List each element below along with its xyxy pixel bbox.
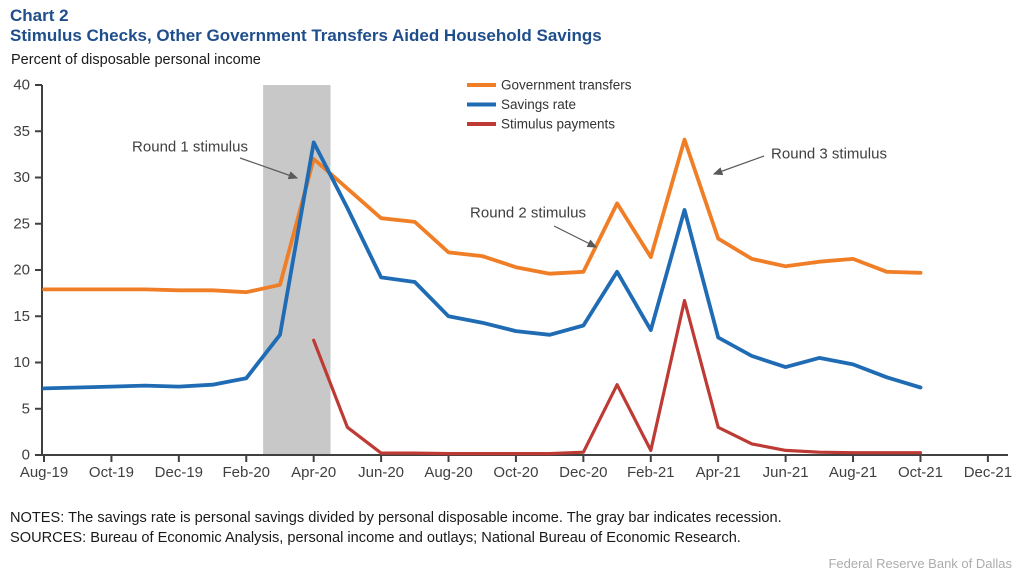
x-tick-label: Feb-21 (627, 464, 675, 481)
y-tick-label: 35 (13, 123, 30, 140)
sources-text: SOURCES: Bureau of Economic Analysis, pe… (10, 530, 741, 546)
x-tick-label: Oct-19 (89, 464, 134, 481)
annotation-label: Round 3 stimulus (771, 146, 887, 163)
x-tick-label: Aug-20 (424, 464, 472, 481)
x-tick-label: Aug-19 (20, 464, 68, 481)
x-tick-label: Jun-20 (358, 464, 404, 481)
x-tick-label: Oct-20 (493, 464, 538, 481)
y-tick-label: 25 (13, 215, 30, 232)
annotation-arrow (239, 157, 299, 180)
footer-credit: Federal Reserve Bank of Dallas (828, 556, 1012, 571)
chart-number-label: Chart 2 (10, 6, 69, 25)
y-tick-label: 40 (13, 77, 30, 94)
y-axis-unit-label: Percent of disposable personal income (11, 52, 261, 68)
page-title: Stimulus Checks, Other Government Transf… (10, 26, 602, 45)
series-line-savings-rate (42, 140, 923, 391)
x-tick-label: Aug-21 (829, 464, 877, 481)
y-tick-label: 15 (13, 308, 30, 325)
x-tick-label: Feb-20 (222, 464, 270, 481)
x-tick-label: Dec-19 (155, 464, 203, 481)
y-tick-label: 30 (13, 169, 30, 186)
legend-label: Government transfers (501, 78, 632, 93)
x-tick-label: Apr-21 (696, 464, 741, 481)
y-tick-label: 0 (22, 447, 30, 464)
annotation-label: Round 2 stimulus (470, 205, 586, 222)
x-tick-label: Apr-20 (291, 464, 336, 481)
annotation-arrow (553, 225, 598, 248)
y-tick-label: 20 (13, 262, 30, 279)
legend-label: Savings rate (501, 97, 576, 112)
series-line-stimulus-payments (312, 298, 923, 456)
x-tick-label: Dec-20 (559, 464, 607, 481)
legend-label: Stimulus payments (501, 117, 615, 132)
annotation-label: Round 1 stimulus (132, 139, 248, 156)
y-tick-label: 5 (22, 400, 30, 417)
annotation-arrow (712, 155, 765, 176)
x-tick-label: Jun-21 (763, 464, 809, 481)
line-chart: 0 5 10 15 20 25 30 35 40 Aug-19 Oct-19 Dec-19 Feb-20… (13, 77, 1012, 482)
notes-text: NOTES: The savings rate is personal savi… (10, 510, 782, 526)
series-line-government-transfers (42, 137, 923, 295)
x-tick-label: Dec-21 (964, 464, 1012, 481)
x-tick-label: Oct-21 (898, 464, 943, 481)
recession-band (263, 85, 331, 455)
y-tick-label: 10 (13, 354, 30, 371)
